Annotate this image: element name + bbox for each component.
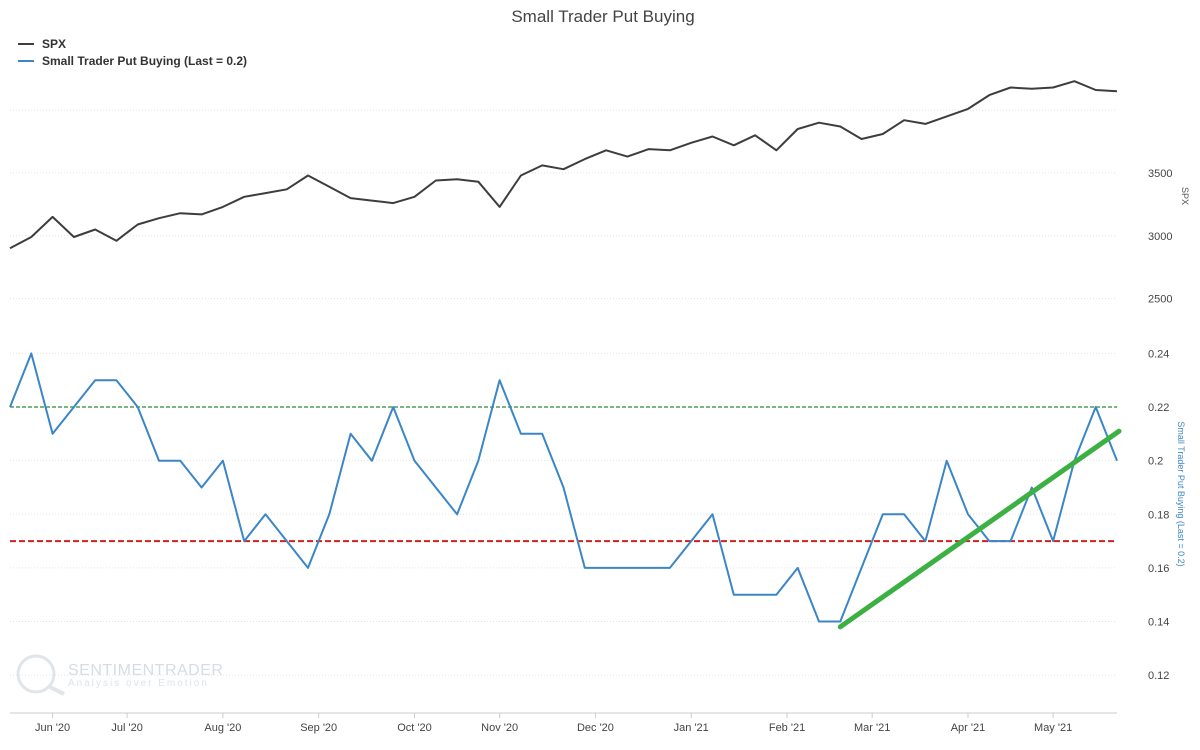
y-tick-label-bottom-3: 0.18 [1148,509,1169,521]
reference-lines [10,406,1117,543]
x-tick-label-2: Aug '20 [204,722,241,734]
x-tick-label-0: Jun '20 [35,722,70,734]
y-tick-label-bottom-2: 0.16 [1148,563,1169,575]
watermark-logo-icon [16,654,56,694]
y-axis-title-put-buying: Small Trader Put Buying (Last = 0.2) [1176,421,1186,566]
x-tick-label-11: May '21 [1034,722,1072,734]
y-tick-label-bottom-6: 0.24 [1148,348,1169,360]
x-tick-label-4: Oct '20 [397,722,432,734]
watermark-logo-handle [47,684,65,696]
legend: SPX Small Trader Put Buying (Last = 0.2) [18,37,247,68]
series-line-spx [9,80,1118,250]
watermark-name: SENTIMENTRADER [68,662,223,679]
watermark-tagline: Analysis over Emotion [68,678,209,689]
grid-layer [10,109,1117,676]
x-tick-label-3: Sep '20 [300,722,337,734]
y-tick-label-top-2: 3500 [1148,168,1172,180]
chart-title: Small Trader Put Buying [511,7,694,26]
y-tick-label-bottom-1: 0.14 [1148,617,1169,629]
x-tick-label-7: Jan '21 [674,722,709,734]
x-tick-label-8: Feb '21 [769,722,805,734]
y-tick-label-bottom-4: 0.2 [1148,456,1163,468]
y-tick-label-top-0: 2500 [1148,294,1172,306]
y-tick-label-top-1: 3000 [1148,231,1172,243]
watermark: SENTIMENTRADER Analysis over Emotion [16,654,223,696]
y-tick-label-bottom-0: 0.12 [1148,670,1169,682]
trend-line [837,428,1122,630]
y-axis-title-spx: SPX [1180,187,1190,205]
series-line-put-buying [9,352,1118,623]
axis-layer: 2500 3000 3500 0.12 0.14 0.16 0.18 0.2 0.22 0.24 J… [35,168,1172,734]
x-tick-label-6: Dec '20 [577,722,614,734]
x-tick-label-9: Mar '21 [854,722,890,734]
series-layer [9,80,1122,630]
y-tick-label-bottom-5: 0.22 [1148,402,1169,414]
x-tick-label-5: Nov '20 [481,722,518,734]
legend-label-spx: SPX [42,37,66,51]
x-tick-label-1: Jul '20 [111,722,142,734]
legend-label-put-buying: Small Trader Put Buying (Last = 0.2) [42,54,247,68]
x-tick-label-10: Apr '21 [951,722,986,734]
